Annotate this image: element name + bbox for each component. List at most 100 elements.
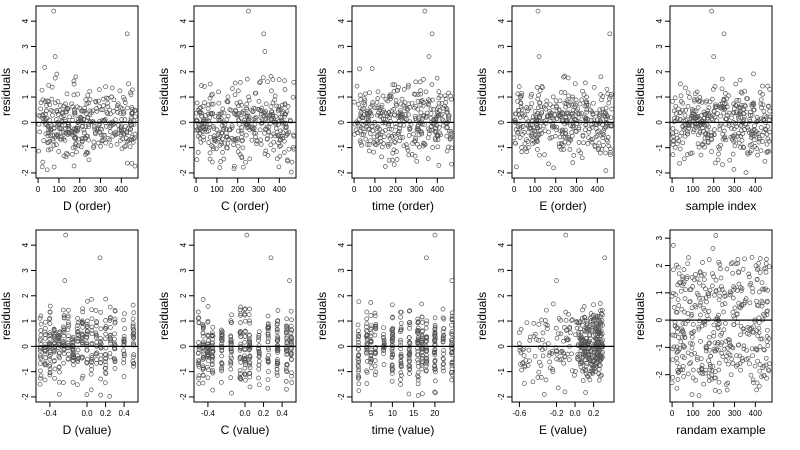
- data-point: [518, 124, 524, 130]
- data-point: [47, 336, 53, 342]
- x-tick-label: 0.4: [277, 409, 289, 418]
- data-point: [719, 340, 725, 346]
- data-point: [97, 121, 103, 127]
- data-point: [389, 368, 395, 374]
- data-point: [515, 91, 521, 97]
- data-point: [363, 121, 369, 126]
- data-point: [372, 313, 378, 319]
- data-point: [753, 263, 759, 269]
- data-point: [593, 134, 599, 140]
- data-point: [207, 134, 213, 140]
- data-point: [693, 377, 698, 383]
- data-point: [130, 340, 136, 346]
- data-point: [390, 345, 395, 350]
- data-point: [209, 361, 215, 367]
- data-point: [284, 352, 290, 357]
- data-point: [61, 360, 66, 366]
- x-tick-label: 400: [431, 185, 445, 194]
- data-point: [700, 295, 706, 301]
- data-point: [61, 333, 67, 339]
- y-tick-label: -2: [655, 371, 664, 379]
- data-point: [537, 152, 542, 158]
- data-point: [415, 374, 421, 380]
- data-point: [756, 330, 762, 335]
- data-point: [564, 119, 569, 125]
- data-point: [207, 150, 213, 156]
- data-point: [45, 140, 50, 145]
- data-point: [368, 353, 374, 358]
- data-point: [195, 360, 201, 366]
- data-point: [398, 370, 404, 375]
- data-point: [222, 140, 227, 146]
- data-point: [242, 334, 248, 339]
- y-tick-label: 4: [655, 18, 664, 23]
- data-point: [536, 131, 542, 137]
- data-point: [38, 106, 43, 112]
- data-point: [729, 137, 735, 142]
- data-point: [199, 110, 205, 116]
- data-point: [98, 144, 104, 149]
- data-point: [364, 142, 370, 147]
- data-point: [581, 317, 587, 323]
- data-point: [743, 103, 748, 109]
- data-point: [356, 381, 362, 387]
- data-point: [355, 336, 361, 342]
- data-point: [763, 261, 769, 266]
- data-point: [420, 353, 425, 359]
- data-point: [289, 159, 295, 165]
- data-point: [74, 326, 80, 332]
- data-point: [574, 319, 580, 324]
- data-point: [130, 302, 136, 308]
- data-point: [553, 325, 559, 331]
- data-point: [56, 336, 62, 341]
- data-point: [522, 364, 528, 370]
- data-point: [670, 98, 675, 104]
- data-point: [238, 128, 244, 134]
- data-point: [414, 126, 420, 132]
- data-point: [688, 340, 693, 346]
- data-point: [207, 95, 213, 101]
- data-point: [597, 107, 603, 113]
- data-point: [517, 344, 523, 350]
- data-point: [273, 114, 279, 119]
- data-point: [390, 150, 396, 156]
- plot-frame: [669, 229, 773, 403]
- y-tick-label: 2: [655, 69, 664, 74]
- data-point: [726, 351, 731, 356]
- data-point: [396, 84, 401, 90]
- data-point: [578, 326, 583, 332]
- data-point: [407, 325, 412, 331]
- data-point: [418, 102, 424, 108]
- data-point: [678, 339, 684, 345]
- data-point: [681, 267, 687, 272]
- data-point: [84, 298, 90, 304]
- x-tick-label: 0: [36, 185, 41, 194]
- data-point: [63, 106, 69, 112]
- data-point: [82, 105, 88, 111]
- data-point: [742, 102, 748, 108]
- data-point: [419, 320, 425, 325]
- data-point: [749, 128, 755, 134]
- data-point: [561, 325, 567, 330]
- data-point: [422, 141, 427, 147]
- data-point: [713, 102, 718, 108]
- data-point: [415, 99, 421, 104]
- data-point: [692, 350, 697, 356]
- data-point: [719, 86, 725, 92]
- data-point: [752, 123, 757, 129]
- data-point: [407, 340, 413, 346]
- data-point: [48, 130, 54, 135]
- data-point: [441, 351, 446, 357]
- data-point: [530, 138, 535, 143]
- data-point: [368, 313, 374, 318]
- data-point: [37, 347, 43, 353]
- data-point: [718, 266, 723, 272]
- data-point: [249, 107, 254, 113]
- data-point: [354, 83, 360, 89]
- data-point: [737, 77, 743, 83]
- data-point: [733, 81, 739, 87]
- data-point: [289, 357, 294, 363]
- data-point: [368, 327, 374, 332]
- data-point: [684, 276, 690, 281]
- data-point: [233, 136, 238, 142]
